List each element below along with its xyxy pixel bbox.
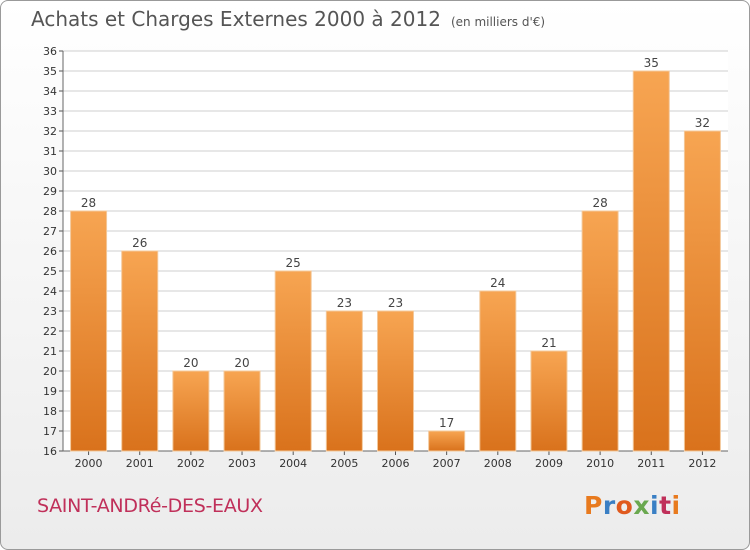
bar-2006 [377, 310, 414, 452]
x-tick-label-2012: 2012 [688, 457, 716, 470]
y-tick-label: 18 [43, 405, 57, 418]
y-tick-label: 26 [43, 245, 57, 258]
bar-2011 [632, 70, 670, 452]
bar-2009 [530, 350, 568, 452]
bar-2008 [479, 290, 517, 452]
data-label-2006: 23 [388, 296, 403, 310]
y-tick-label: 25 [43, 265, 57, 278]
x-tick-label-2004: 2004 [279, 457, 307, 470]
y-tick-label: 32 [43, 125, 57, 138]
x-tick-label-2007: 2007 [433, 457, 461, 470]
x-tick-label-2011: 2011 [637, 457, 665, 470]
commune-name: SAINT-ANDRé-DES-EAUX [37, 495, 263, 517]
bar-2010 [581, 210, 619, 452]
logo-letter: o [615, 491, 634, 520]
data-label-2005: 23 [337, 296, 352, 310]
x-tick-label-2010: 2010 [586, 457, 614, 470]
bar-2000 [70, 210, 108, 452]
axes: 16 17 18 19 20 21 22 23 24 25 26 27 28 29 30 31 32 33 34 35… [43, 45, 728, 458]
y-tick-label: 19 [43, 385, 57, 398]
y-tick-label: 34 [43, 85, 57, 98]
data-label-2007: 17 [439, 416, 454, 430]
y-tick-label: 23 [43, 305, 57, 318]
y-tick-label: 28 [43, 205, 57, 218]
labels: 28 2000 26 2001 20 2002 20 2003 25 2004 23 2005 23 20… [75, 56, 717, 470]
data-label-2002: 20 [183, 356, 198, 370]
bar-2007 [428, 430, 466, 452]
logo-letter: x [633, 491, 650, 520]
x-tick-label-2000: 2000 [75, 457, 103, 470]
x-tick-label-2003: 2003 [228, 457, 256, 470]
logo-letter: i [671, 491, 681, 520]
bar-2005 [325, 310, 363, 452]
proxiti-logo: Proxiti [584, 491, 681, 520]
y-tick-label: 30 [43, 165, 57, 178]
bar-2012 [683, 130, 721, 452]
logo-letter: t [659, 491, 672, 520]
logo-letter: P [584, 491, 603, 520]
y-tick-label: 24 [43, 285, 57, 298]
bar-2004 [274, 270, 312, 452]
y-tick-label: 29 [43, 185, 57, 198]
bar-2002 [172, 370, 210, 452]
logo-letter: r [602, 491, 616, 520]
bar-2001 [121, 250, 159, 452]
data-label-2008: 24 [490, 276, 505, 290]
y-tick-label: 20 [43, 365, 57, 378]
x-tick-label-2009: 2009 [535, 457, 563, 470]
data-label-2000: 28 [81, 196, 96, 210]
bars [70, 70, 721, 452]
x-tick-label-2001: 2001 [126, 457, 154, 470]
x-tick-label-2002: 2002 [177, 457, 205, 470]
chart-title: Achats et Charges Externes 2000 à 2012 (e… [31, 7, 545, 31]
data-label-2012: 32 [695, 116, 710, 130]
data-label-2011: 35 [644, 56, 659, 70]
y-tick-label: 21 [43, 345, 57, 358]
logo-letter: i [650, 491, 660, 520]
y-tick-label: 16 [43, 445, 57, 458]
y-tick-label: 27 [43, 225, 57, 238]
data-label-2010: 28 [592, 196, 607, 210]
data-label-2001: 26 [132, 236, 147, 250]
chart-subtitle: (en milliers d'€) [450, 15, 546, 29]
chart-title-text: Achats et Charges Externes 2000 à 2012 [31, 7, 441, 31]
y-tick-label: 33 [43, 105, 57, 118]
bar-2003 [223, 370, 261, 452]
x-tick-label-2008: 2008 [484, 457, 512, 470]
data-label-2004: 25 [286, 256, 301, 270]
data-label-2009: 21 [541, 336, 556, 350]
y-tick-label: 31 [43, 145, 57, 158]
x-tick-label-2005: 2005 [330, 457, 358, 470]
y-tick-label: 35 [43, 65, 57, 78]
x-tick-label-2006: 2006 [382, 457, 410, 470]
y-tick-label: 36 [43, 45, 57, 58]
data-label-2003: 20 [234, 356, 249, 370]
y-tick-label: 22 [43, 325, 57, 338]
y-tick-label: 17 [43, 425, 57, 438]
